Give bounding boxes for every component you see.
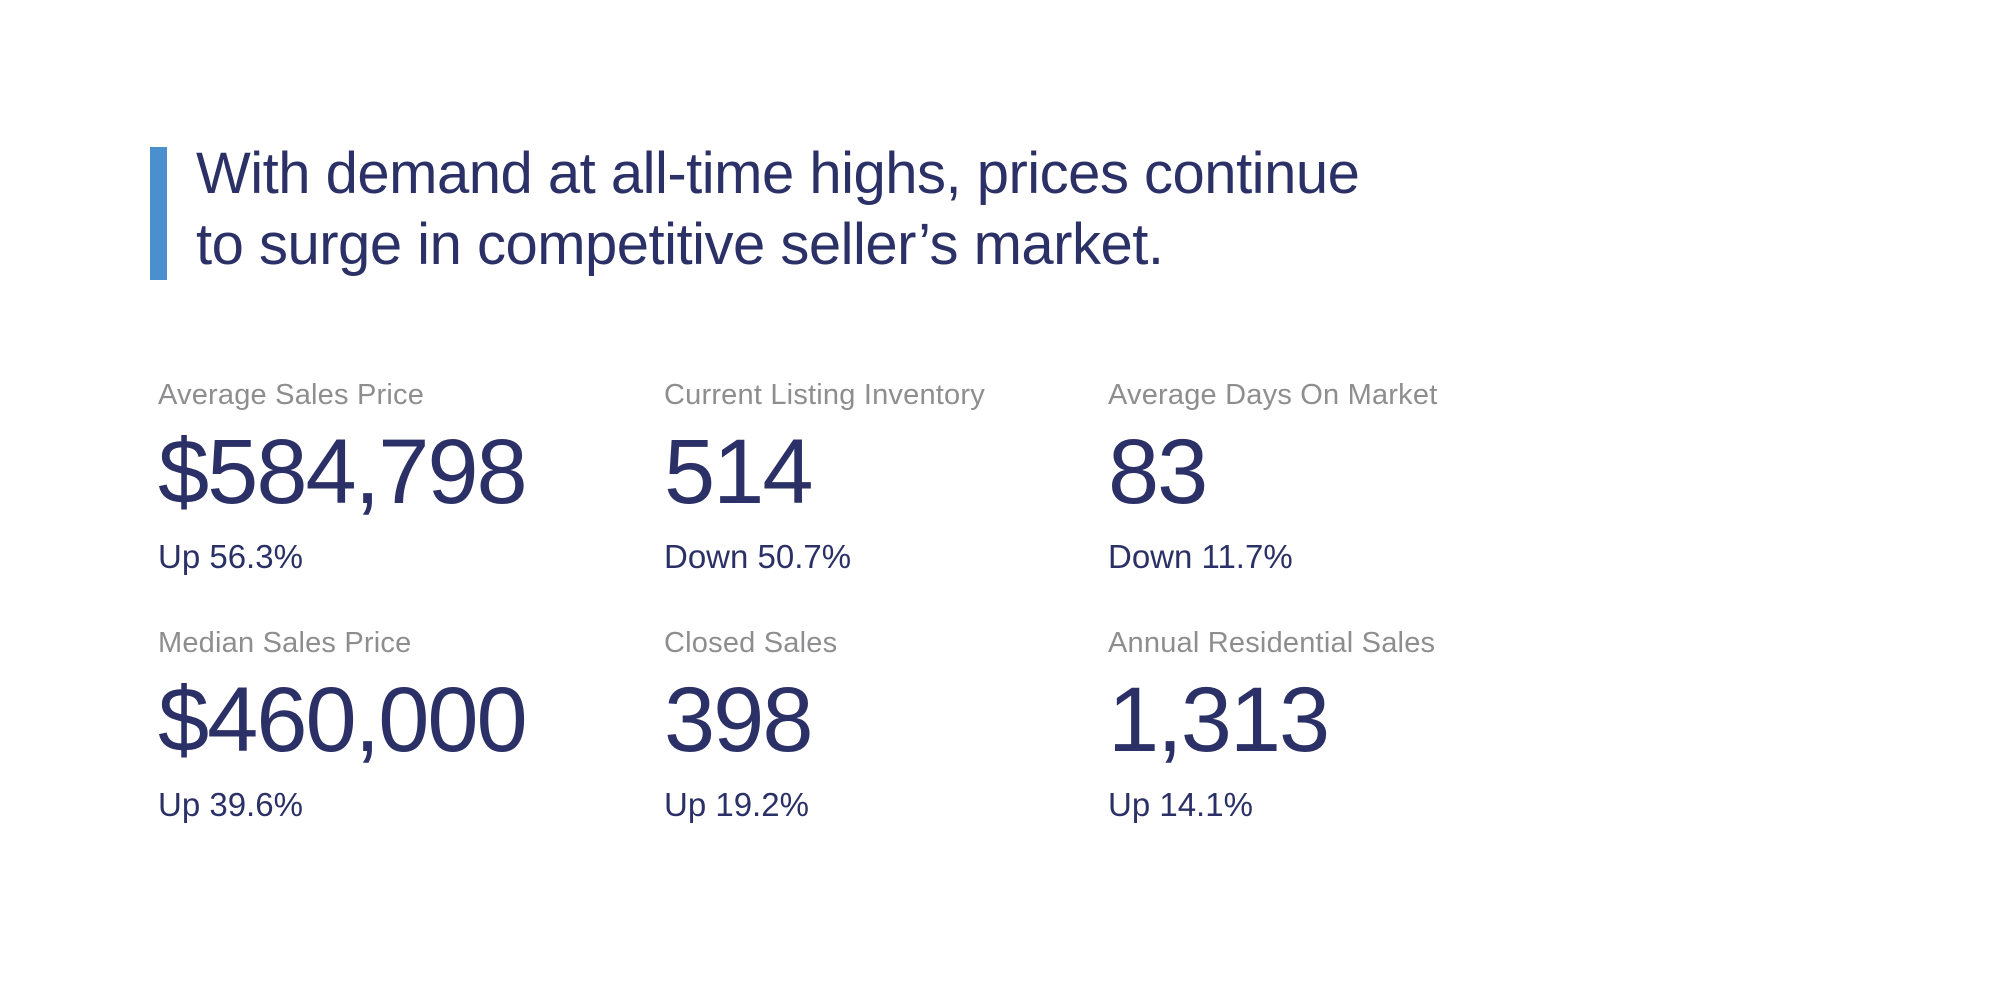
stat-median-sales-price: Median Sales Price $460,000 Up 39.6%: [158, 626, 664, 824]
stat-value: $584,798: [158, 421, 528, 523]
stats-grid: Average Sales Price $584,798 Up 56.3% Cu…: [158, 378, 1708, 824]
stat-closed-sales: Closed Sales 398 Up 19.2%: [664, 626, 1108, 824]
stat-value: 1,313: [1108, 669, 1330, 771]
stat-label: Current Listing Inventory: [664, 379, 985, 411]
stat-average-sales-price: Average Sales Price $584,798 Up 56.3%: [158, 378, 664, 576]
page-title-line-2: to surge in competitive seller’s market.: [196, 212, 1164, 277]
stat-label: Closed Sales: [664, 627, 838, 659]
stat-value: 83: [1108, 421, 1208, 523]
stat-change: Up 56.3%: [158, 538, 303, 575]
stat-average-days-on-market: Average Days On Market 83 Down 11.7%: [1108, 378, 1708, 576]
stat-label: Average Days On Market: [1108, 379, 1438, 411]
stat-label: Annual Residential Sales: [1108, 627, 1436, 659]
stat-change: Up 19.2%: [664, 786, 809, 823]
stat-change: Up 14.1%: [1108, 786, 1253, 823]
stat-change: Up 39.6%: [158, 786, 303, 823]
stat-label: Median Sales Price: [158, 627, 412, 659]
stat-value: 514: [664, 421, 814, 523]
stat-change: Down 50.7%: [664, 538, 852, 575]
stat-change: Down 11.7%: [1108, 538, 1293, 575]
stat-annual-residential-sales: Annual Residential Sales 1,313 Up 14.1%: [1108, 626, 1708, 824]
stat-label: Average Sales Price: [158, 379, 425, 411]
page-title: With demand at all-time highs, prices co…: [196, 138, 1360, 280]
headline-section: With demand at all-time highs, prices co…: [150, 138, 1360, 280]
stat-value: 398: [664, 669, 814, 771]
stat-value: $460,000: [158, 669, 528, 771]
stat-current-listing-inventory: Current Listing Inventory 514 Down 50.7%: [664, 378, 1108, 576]
page-title-line-1: With demand at all-time highs, prices co…: [196, 141, 1360, 206]
headline-accent-bar: [150, 147, 167, 280]
